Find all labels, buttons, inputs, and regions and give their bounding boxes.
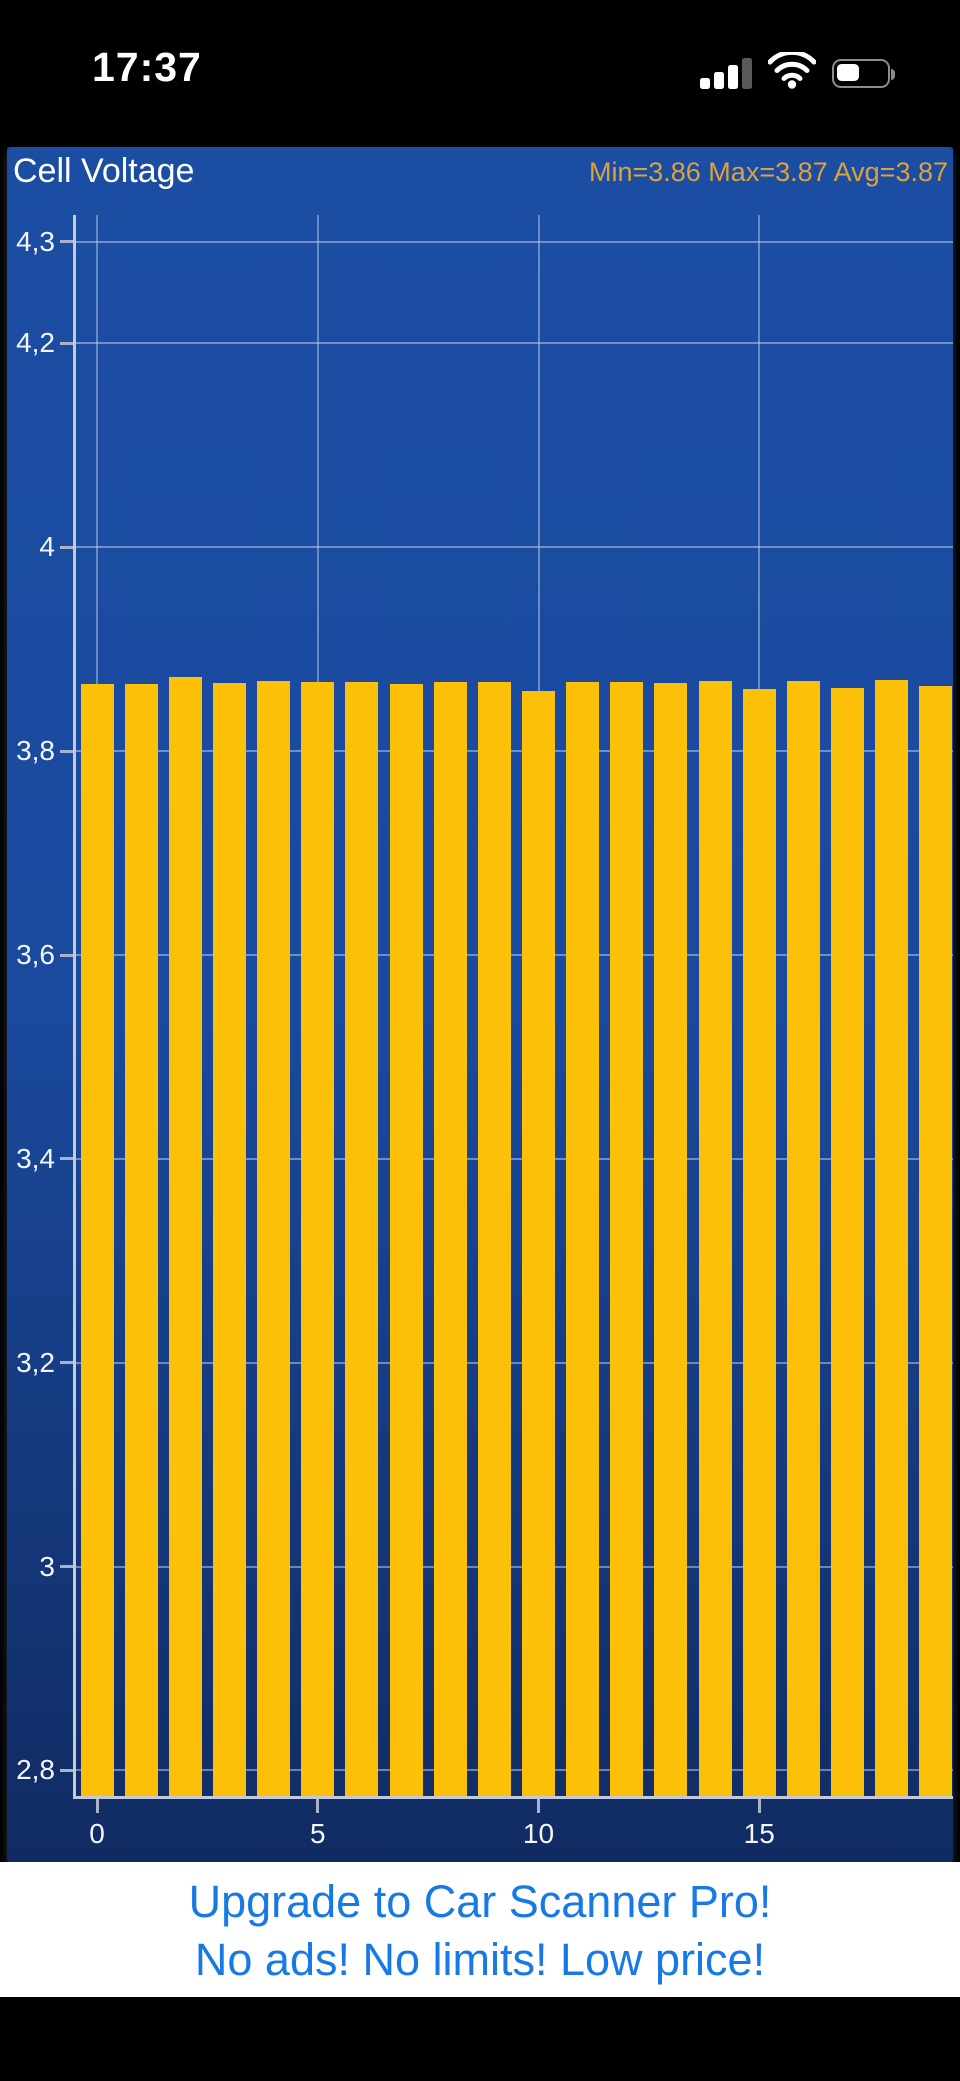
y-axis-tick xyxy=(60,240,74,243)
y-axis-label: 3,6 xyxy=(16,939,55,971)
y-gridline xyxy=(74,1361,953,1364)
bar-cell-5 xyxy=(301,681,335,1797)
bar-cell-1 xyxy=(124,683,158,1797)
wifi-icon xyxy=(767,49,817,94)
bar-cell-16 xyxy=(786,680,820,1797)
y-axis-tick xyxy=(60,545,74,549)
y-axis-label: 4,2 xyxy=(16,327,55,359)
y-gridline xyxy=(74,1157,953,1160)
y-gridline xyxy=(74,1769,953,1772)
upsell-link-line1[interactable]: Upgrade to Car Scanner Pro! xyxy=(188,1876,772,1927)
bar-cell-15 xyxy=(742,688,776,1797)
y-axis-tick xyxy=(60,341,74,345)
y-gridline xyxy=(74,954,953,957)
y-axis-tick xyxy=(60,1157,74,1161)
x-axis-tick xyxy=(757,1797,761,1813)
bar-cell-12 xyxy=(610,681,644,1797)
bar-cell-0 xyxy=(80,683,114,1797)
y-axis-tick xyxy=(60,1768,74,1772)
chart-title: Cell Voltage xyxy=(13,152,195,190)
bar-cell-18 xyxy=(875,679,909,1797)
y-axis-label: 3,2 xyxy=(16,1346,55,1378)
bar-cell-6 xyxy=(345,681,379,1797)
upsell-link-line2[interactable]: No ads! No limits! Low price! xyxy=(194,1934,766,1985)
y-axis-label: 4,3 xyxy=(16,225,55,257)
bar-cell-4 xyxy=(257,680,291,1797)
x-axis-tick xyxy=(316,1797,320,1813)
bar-cell-11 xyxy=(566,681,600,1797)
y-axis-tick xyxy=(60,1565,74,1569)
bar-cell-9 xyxy=(477,681,511,1797)
y-gridline xyxy=(74,240,953,243)
y-axis-tick xyxy=(60,1361,74,1365)
battery-icon xyxy=(832,58,895,88)
x-axis-tick xyxy=(95,1797,99,1813)
y-gridline xyxy=(74,342,953,345)
bar-cell-14 xyxy=(698,680,732,1797)
cellular-signal-icon xyxy=(700,57,752,89)
x-axis-line xyxy=(73,1796,953,1799)
status-bar: 17:37 xyxy=(0,0,960,147)
bar-cell-13 xyxy=(654,682,688,1797)
y-axis-tick xyxy=(60,749,74,753)
y-axis-tick xyxy=(60,953,74,957)
chart-stats: Min=3.86 Max=3.87 Avg=3.87 xyxy=(588,157,948,187)
x-axis-label: 15 xyxy=(743,1818,775,1849)
upsell-banner: Upgrade to Car Scanner Pro! No ads! No l… xyxy=(0,1862,960,1997)
y-axis-label: 2,8 xyxy=(16,1754,55,1786)
x-axis-label: 0 xyxy=(89,1818,105,1849)
bar-cell-17 xyxy=(831,687,865,1797)
status-icons xyxy=(700,49,895,94)
bar-cell-2 xyxy=(168,676,202,1797)
y-axis-label: 4 xyxy=(39,531,55,563)
y-axis-label: 3 xyxy=(39,1550,55,1582)
x-axis-tick xyxy=(537,1797,540,1813)
y-gridline xyxy=(74,546,953,549)
status-time: 17:37 xyxy=(92,44,202,90)
bar-cell-3 xyxy=(212,682,246,1797)
x-axis-label: 10 xyxy=(522,1818,555,1849)
bar-cell-19 xyxy=(919,685,953,1797)
y-axis-label: 3,8 xyxy=(16,735,55,767)
bar-cell-7 xyxy=(389,683,423,1797)
cell-voltage-chart-card: 4,3 4,2 4 3,8 3,6 3,4 3,2 3 2,8 0 5 10 15 Cell Volta… xyxy=(7,147,953,1862)
chart-plot-area: 4,3 4,2 4 3,8 3,6 3,4 3,2 3 2,8 0 5 10 15 xyxy=(7,147,953,1862)
bottom-black-area xyxy=(0,1997,960,2081)
y-gridline xyxy=(74,750,953,753)
y-gridline xyxy=(74,1565,953,1568)
y-axis-label: 3,4 xyxy=(16,1142,55,1174)
bar-cell-10 xyxy=(522,691,555,1797)
x-axis-label: 5 xyxy=(309,1818,326,1849)
y-axis-line xyxy=(73,215,76,1797)
bar-cell-8 xyxy=(433,681,467,1797)
